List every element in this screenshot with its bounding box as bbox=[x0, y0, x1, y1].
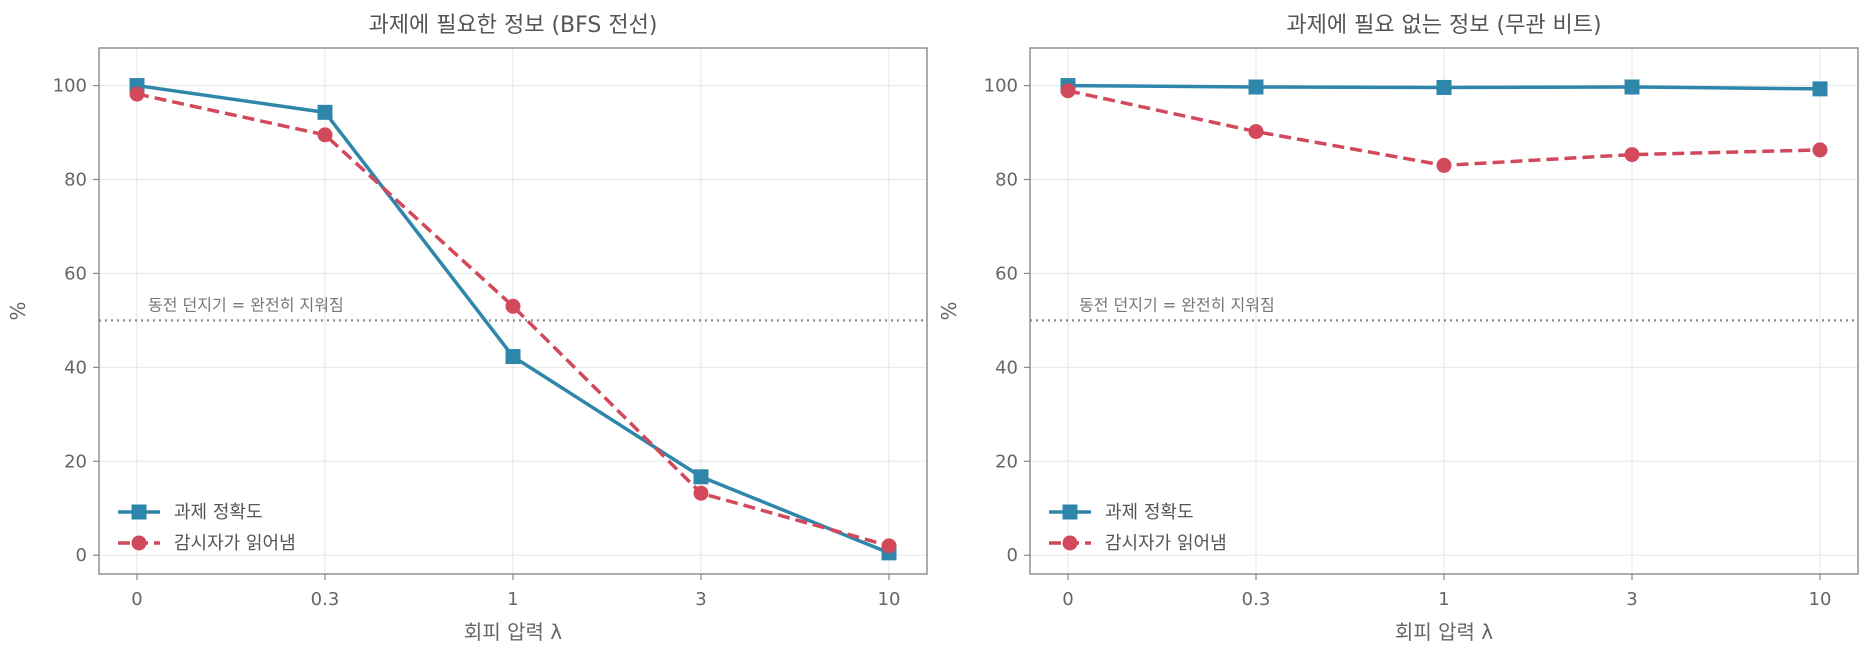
series-2-point-3 bbox=[693, 485, 709, 501]
y-tick-label-1: 20 bbox=[995, 451, 1018, 472]
x-tick-label-4: 10 bbox=[878, 589, 901, 610]
series-1-point-3 bbox=[693, 469, 709, 485]
x-tick-label-0: 0 bbox=[1062, 589, 1073, 610]
series-line-2 bbox=[136, 92, 890, 548]
x-tick-label-4: 10 bbox=[1809, 589, 1832, 610]
y-tick-label-3: 60 bbox=[995, 263, 1018, 284]
chart-title: 과제에 필요한 정보 (BFS 전선) bbox=[369, 13, 658, 38]
series-2-point-0 bbox=[1060, 83, 1076, 99]
x-tick-label-2: 1 bbox=[507, 589, 518, 610]
legend-marker-2 bbox=[1062, 535, 1078, 551]
series-2-point-1 bbox=[1248, 124, 1264, 140]
y-tick-label-0: 0 bbox=[76, 545, 87, 566]
series-2-point-4 bbox=[1812, 142, 1828, 158]
y-tick-label-4: 80 bbox=[995, 170, 1018, 191]
y-tick-label-2: 40 bbox=[995, 357, 1018, 378]
series-2-point-4 bbox=[881, 538, 897, 554]
legend-label-1: 과제 정확도 bbox=[1105, 502, 1194, 523]
legend-label-2: 감시자가 읽어냄 bbox=[1105, 533, 1227, 554]
x-tick-label-1: 0.3 bbox=[311, 589, 340, 610]
series-1-point-4 bbox=[1812, 81, 1828, 97]
series-1-point-2 bbox=[1436, 79, 1452, 95]
y-tick-label-5: 100 bbox=[984, 76, 1018, 97]
y-tick-label-1: 20 bbox=[64, 451, 87, 472]
y-tick-label-5: 100 bbox=[53, 76, 87, 97]
x-tick-label-3: 3 bbox=[1626, 589, 1637, 610]
legend-label-1: 과제 정확도 bbox=[174, 502, 263, 523]
x-axis-label: 회피 압력 λ bbox=[464, 620, 562, 644]
legend-marker-1 bbox=[131, 504, 147, 520]
x-axis-label: 회피 압력 λ bbox=[1395, 620, 1493, 644]
series-2-point-1 bbox=[317, 127, 333, 143]
chart-title: 과제에 필요 없는 정보 (무관 비트) bbox=[1286, 13, 1601, 38]
y-axis-label: % bbox=[937, 301, 961, 320]
x-tick-label-1: 0.3 bbox=[1242, 589, 1271, 610]
y-tick-label-0: 0 bbox=[1007, 545, 1018, 566]
chart-panel-1: 동전 던지기 = 완전히 지워짐 0 20 40 60 80 100 0 0.3 1 3 10 과제에 … bbox=[6, 13, 928, 644]
series-1-point-3 bbox=[1624, 79, 1640, 95]
series-2-point-0 bbox=[129, 86, 145, 102]
series-1-point-2 bbox=[505, 349, 521, 365]
chart-panel-2: 동전 던지기 = 완전히 지워짐 0 20 40 60 80 100 0 0.3 1 3 10 과제에 … bbox=[937, 13, 1859, 644]
legend-marker-1 bbox=[1062, 504, 1078, 520]
series-1-point-1 bbox=[1248, 79, 1264, 95]
series-2-point-3 bbox=[1624, 147, 1640, 163]
y-tick-label-4: 80 bbox=[64, 170, 87, 191]
legend-label-2: 감시자가 읽어냄 bbox=[174, 533, 296, 554]
series-2-point-2 bbox=[1436, 157, 1452, 173]
x-tick-label-3: 3 bbox=[695, 589, 706, 610]
series-1-point-1 bbox=[317, 104, 333, 120]
x-tick-label-2: 1 bbox=[1438, 589, 1449, 610]
reference-line-label: 동전 던지기 = 완전히 지워짐 bbox=[1079, 295, 1275, 314]
y-axis-label: % bbox=[6, 301, 30, 320]
legend-marker-2 bbox=[131, 535, 147, 551]
reference-line-label: 동전 던지기 = 완전히 지워짐 bbox=[148, 295, 344, 314]
series-2-point-2 bbox=[505, 298, 521, 314]
y-tick-label-3: 60 bbox=[64, 263, 87, 284]
y-tick-label-2: 40 bbox=[64, 357, 87, 378]
x-tick-label-0: 0 bbox=[131, 589, 142, 610]
